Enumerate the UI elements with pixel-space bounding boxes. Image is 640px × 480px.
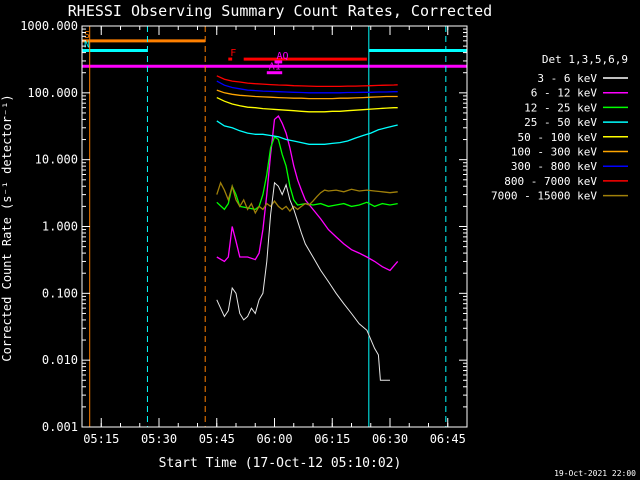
y-axis-label: Corrected Count Rate (s⁻¹ detector⁻¹)	[0, 94, 14, 361]
legend-label: 3 - 6 keV	[537, 72, 597, 85]
x-tick-label: 06:45	[430, 432, 466, 446]
series-line	[216, 89, 398, 100]
flag-label: F	[230, 48, 236, 59]
x-tick-label: 05:30	[141, 432, 177, 446]
legend-label: 7000 - 15000 keV	[491, 190, 597, 203]
legend-label: 50 - 100 keV	[518, 131, 598, 144]
legend-label: 100 - 300 keV	[511, 146, 597, 159]
y-tick-label: 0.010	[42, 353, 78, 367]
flag-label: A1	[269, 62, 281, 73]
flag-label: N	[84, 39, 90, 50]
x-axis-ticks: 05:15 05:30 05:45 06:00 06:15 06:30 06:45	[81, 26, 468, 446]
legend-label: 25 - 50 keV	[524, 116, 597, 129]
x-tick-label: 06:00	[256, 432, 292, 446]
x-tick-label: 06:15	[314, 432, 350, 446]
series-line	[216, 135, 398, 211]
flag-label: S	[84, 30, 90, 41]
x-tick-label: 05:45	[199, 432, 235, 446]
series-line-3-6kev	[216, 181, 390, 381]
legend-label: 12 - 25 keV	[524, 101, 597, 114]
legend-label: 6 - 12 keV	[531, 87, 598, 100]
series-line	[216, 120, 398, 145]
y-tick-label: 0.100	[42, 286, 78, 300]
series-line	[216, 97, 398, 113]
y-tick-label: 0.001	[42, 420, 78, 434]
legend-title: Det 1,3,5,6,9	[542, 53, 628, 66]
legend-label: 300 - 800 keV	[511, 160, 597, 173]
series-line	[216, 181, 398, 215]
series-line	[216, 80, 398, 94]
y-tick-label: 100.000	[27, 86, 78, 100]
footer-date: 19-Oct-2021 22:00	[554, 469, 636, 478]
x-tick-label: 06:30	[372, 432, 408, 446]
series-line	[216, 114, 399, 272]
chart-title: RHESSI Observing Summary Count Rates, Co…	[68, 2, 492, 20]
legend-label: 800 - 7000 keV	[504, 175, 597, 188]
series-lines	[216, 75, 399, 381]
y-tick-label: 1000.000	[20, 19, 78, 33]
y-axis-ticks: 1000.000 100.000 10.000 1.000 0.100 0.010 0.00…	[20, 19, 467, 434]
series-line	[216, 75, 398, 88]
y-tick-label: 1.000	[42, 220, 78, 234]
x-axis-label: Start Time (17-Oct-12 05:10:02)	[159, 456, 402, 471]
x-tick-label: 05:15	[83, 432, 119, 446]
flag-label: AQ	[277, 51, 289, 62]
y-tick-label: 10.000	[35, 153, 78, 167]
